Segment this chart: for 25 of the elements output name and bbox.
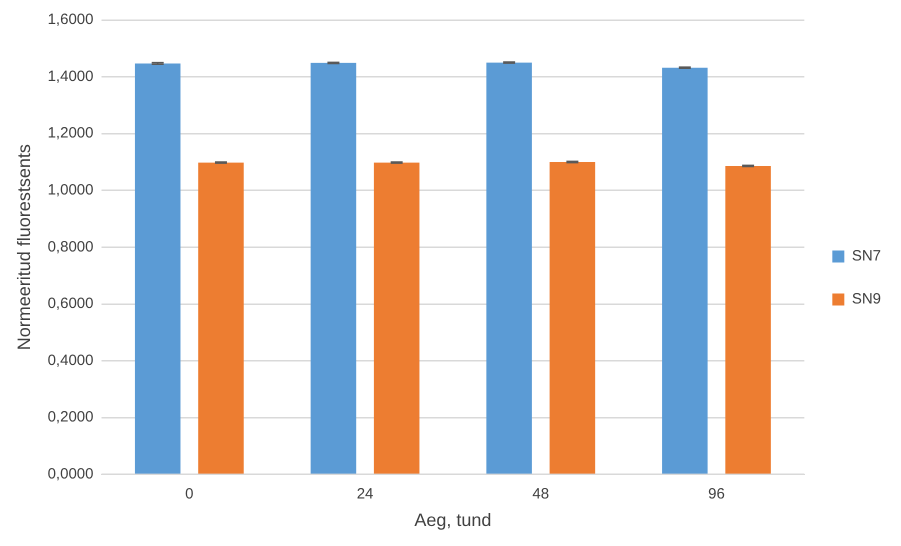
bar [550,162,596,474]
x-tick-label: 24 [356,486,374,503]
legend-label: SN9 [852,290,882,308]
x-tick-label: 96 [708,486,725,503]
bar [486,62,532,474]
bar [134,63,180,474]
y-tick-label: 0,2000 [48,408,94,426]
y-tick-label: 0,8000 [48,238,94,256]
y-tick-label: 0,6000 [48,295,94,312]
x-axis-title: Aeg, tund [414,510,492,530]
bar [725,166,771,474]
bar [374,162,420,474]
x-tick-label: 0 [185,486,194,503]
y-tick-label: 1,0000 [48,182,94,199]
y-tick-label: 0,4000 [48,352,94,369]
bar [198,162,244,474]
y-tick-label: 1,6000 [48,11,94,28]
y-tick-label: 1,4000 [48,68,94,85]
bar [662,68,708,474]
x-tick-label: 48 [532,486,550,503]
legend-label: SN7 [852,248,882,265]
y-tick-label: 1,2000 [48,124,94,142]
y-axis-title: Normeeritud fluorestsents [14,144,34,350]
y-tick-label: 0,0000 [48,466,94,483]
bar [310,62,356,474]
